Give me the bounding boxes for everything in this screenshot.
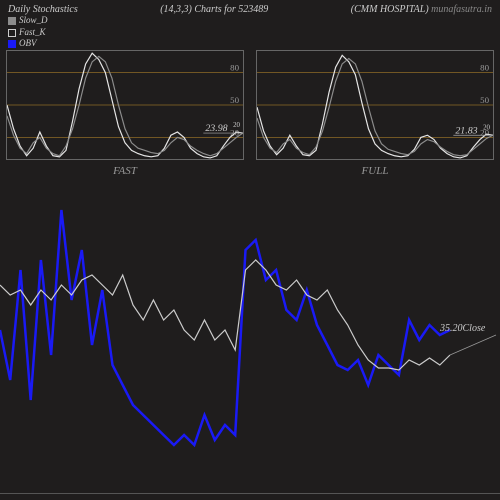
fast-chart: 80502023.9820 FAST: [6, 50, 244, 160]
footer-divider: [0, 493, 500, 494]
legend-swatch: [8, 17, 16, 25]
svg-text:80: 80: [480, 63, 489, 73]
svg-text:35.20Close: 35.20Close: [439, 323, 486, 334]
main-chart: 35.20Close: [0, 190, 500, 480]
mini-chart-label: FAST: [7, 165, 243, 177]
legend-item: Fast_K: [8, 27, 48, 39]
svg-text:80: 80: [230, 63, 239, 73]
full-chart: 80502021.8320 FULL: [256, 50, 494, 160]
header-center: (14,3,3) Charts for 523489: [160, 4, 268, 15]
svg-text:20: 20: [233, 122, 240, 129]
mini-chart-label: FULL: [257, 165, 493, 177]
legend: Slow_D Fast_K OBV: [8, 15, 48, 50]
svg-text:50: 50: [480, 95, 489, 105]
legend-swatch: [8, 29, 16, 37]
svg-text:50: 50: [230, 95, 239, 105]
header-right: (CMM HOSPITAL) munafasutra.in: [351, 4, 492, 15]
chart-header: Daily Stochastics (14,3,3) Charts for 52…: [0, 0, 500, 15]
legend-swatch: [8, 40, 16, 48]
mini-charts-row: 80502023.9820 FAST 80502021.8320 FULL: [0, 50, 500, 160]
svg-text:23.98: 23.98: [205, 123, 227, 134]
legend-item: OBV: [8, 38, 48, 50]
legend-item: Slow_D: [8, 15, 48, 27]
svg-text:21.83: 21.83: [455, 125, 477, 136]
svg-text:20: 20: [483, 124, 490, 131]
header-left: Daily Stochastics: [8, 4, 78, 15]
